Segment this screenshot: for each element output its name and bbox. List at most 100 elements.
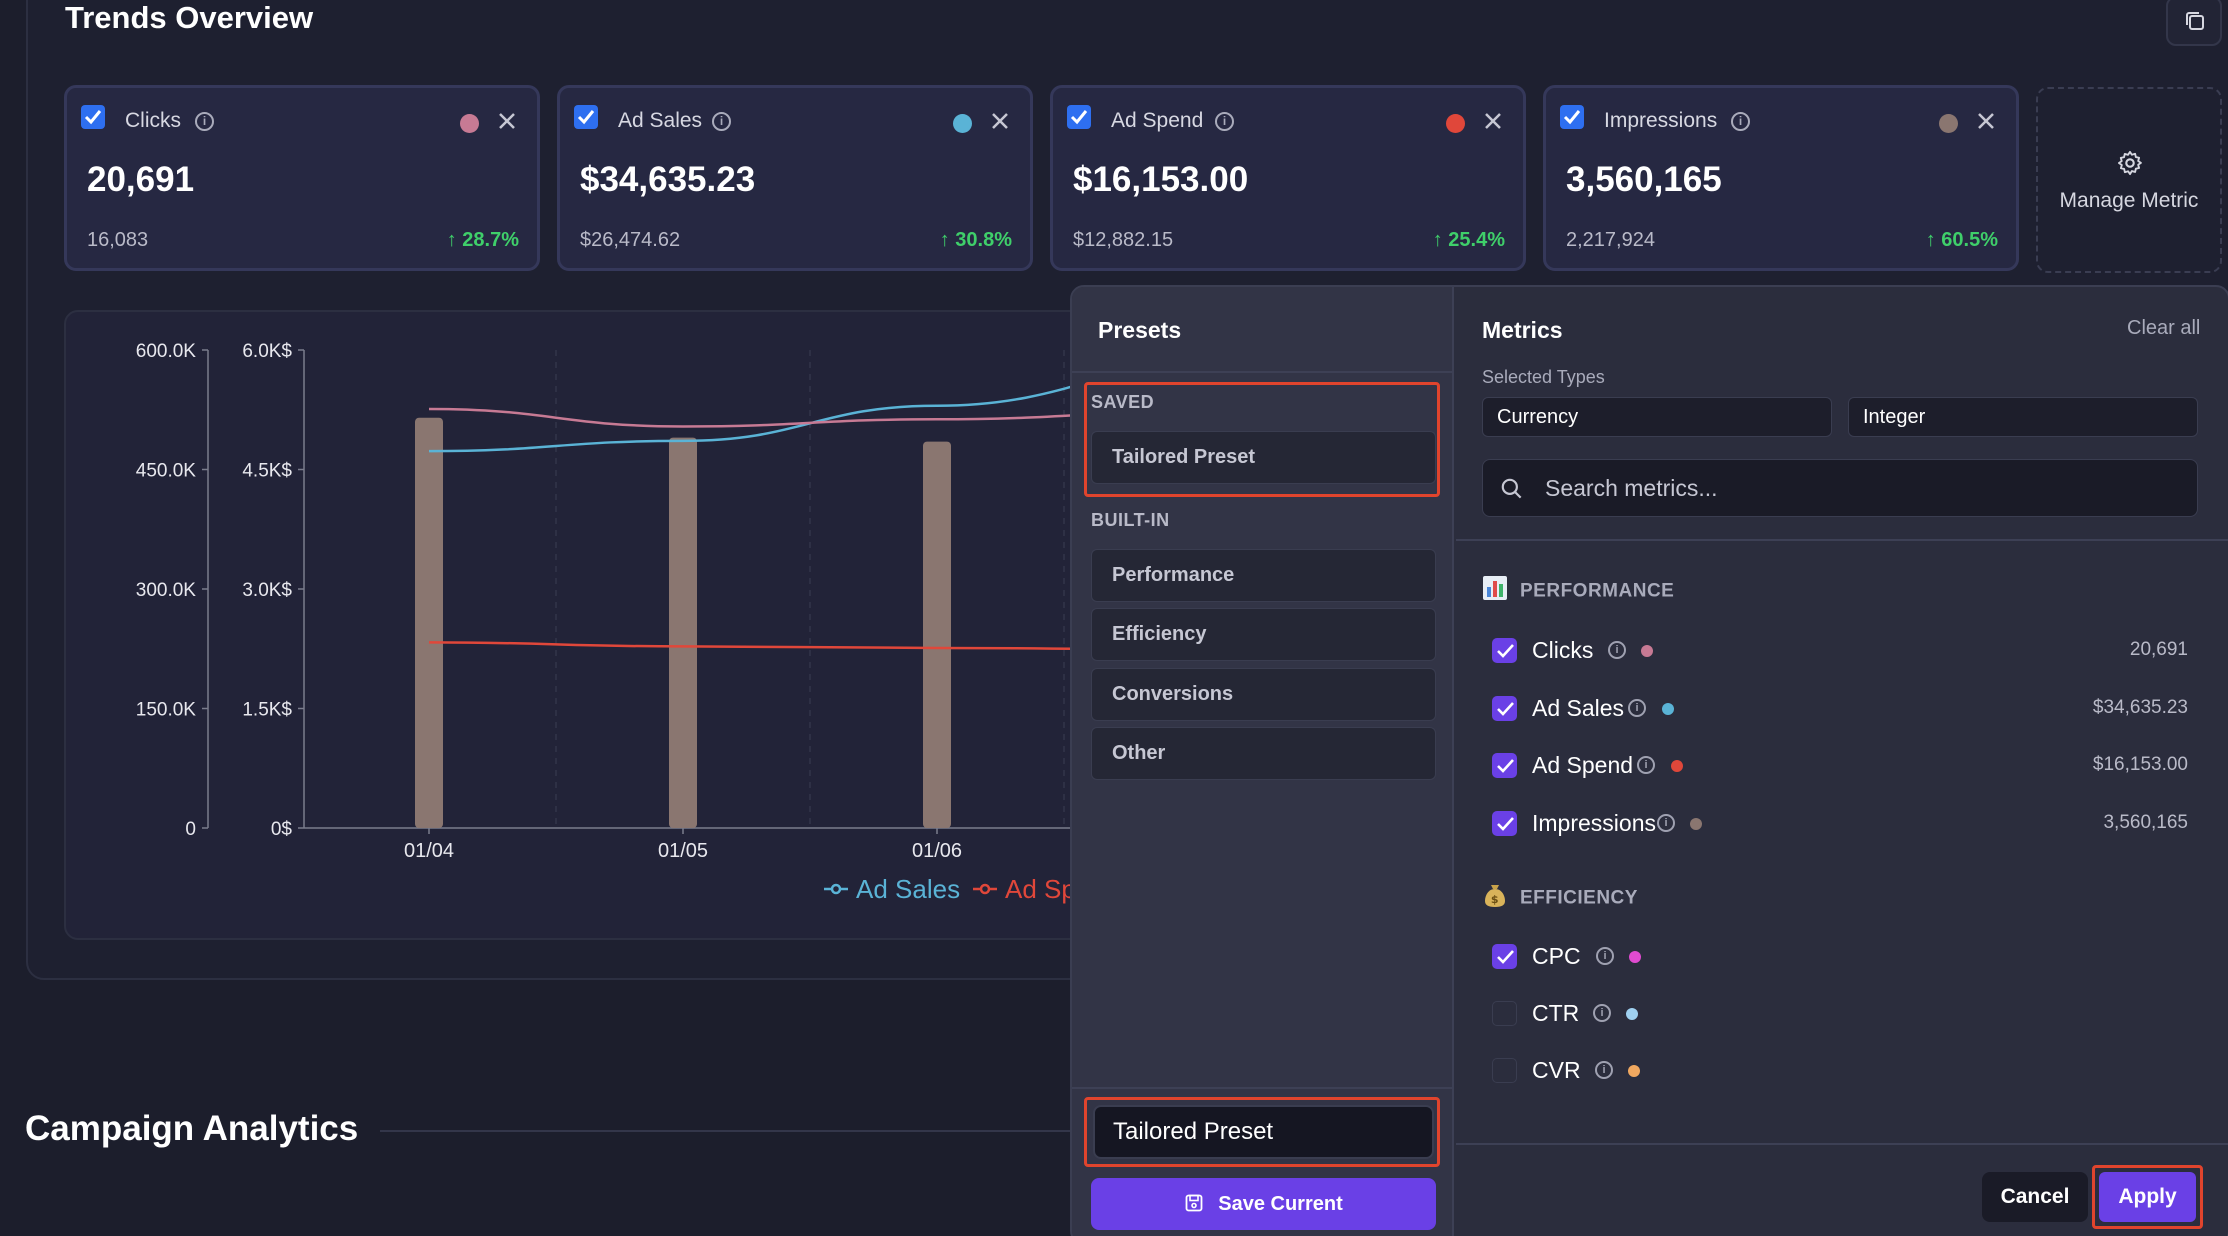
money-bag-icon: $: [1482, 881, 1510, 916]
checkbox[interactable]: [1492, 696, 1517, 721]
cancel-button[interactable]: Cancel: [1982, 1172, 2088, 1222]
page-title: Trends Overview: [65, 0, 314, 35]
metric-name: Impressions: [1532, 810, 1656, 836]
color-dot[interactable]: [1446, 114, 1465, 133]
color-dot: [1626, 1008, 1638, 1020]
info-icon[interactable]: i: [1637, 756, 1655, 774]
preset-name-input[interactable]: [1093, 1105, 1434, 1159]
metric-card-impressions[interactable]: Impressions i 3,560,165 2,217,924 ↑ 60.5…: [1543, 85, 2019, 271]
info-icon[interactable]: i: [1628, 699, 1646, 717]
checkbox[interactable]: [1492, 944, 1517, 969]
info-icon[interactable]: i: [1593, 1004, 1611, 1022]
color-dot: [1690, 818, 1702, 830]
legend-label: Ad Sales: [856, 874, 960, 904]
checkbox[interactable]: [1492, 1001, 1517, 1026]
save-current-label: Save Current: [1218, 1193, 1343, 1215]
metric-row-cpc[interactable]: CPC i: [1482, 936, 2198, 976]
x-tick-label: 01/06: [912, 840, 962, 862]
metric-change: ↑ 25.4%: [1432, 229, 1505, 251]
info-icon[interactable]: i: [1595, 1061, 1613, 1079]
y-left-tick-label: 450.0K: [136, 461, 197, 482]
info-icon[interactable]: i: [1608, 641, 1626, 659]
close-icon[interactable]: [1481, 109, 1505, 133]
metric-row-ad-sales[interactable]: Ad Sales i $34,635.23: [1482, 688, 2198, 728]
group-label: EFFICIENCY: [1520, 887, 1638, 909]
bar-impressions: [923, 441, 951, 828]
metric-row-ctr[interactable]: CTR i: [1482, 993, 2198, 1033]
preset-tailored[interactable]: Tailored Preset: [1091, 431, 1436, 484]
metric-checkbox[interactable]: [574, 105, 598, 129]
info-icon[interactable]: i: [1215, 112, 1234, 131]
bar-impressions: [415, 417, 443, 828]
manage-metrics-modal: Presets SAVED Tailored Preset BUILT-IN P…: [1070, 285, 2228, 1236]
y-left-tick-label: 0: [185, 819, 196, 840]
close-icon[interactable]: [495, 109, 519, 133]
search-input[interactable]: [1545, 460, 2185, 516]
checkbox[interactable]: [1492, 1058, 1517, 1083]
metric-name: CPC: [1532, 943, 1581, 969]
metric-name: Ad Sales: [618, 109, 703, 132]
close-icon[interactable]: [1974, 109, 1998, 133]
metric-row-ad-spend[interactable]: Ad Spend i $16,153.00: [1482, 745, 2198, 785]
checkbox[interactable]: [1492, 638, 1517, 663]
metric-previous: 2,217,924: [1566, 229, 1655, 251]
save-current-button[interactable]: Save Current: [1091, 1178, 1436, 1230]
manage-metric-button[interactable]: Manage Metric: [2036, 87, 2222, 273]
color-dot[interactable]: [460, 114, 479, 133]
save-icon: [1185, 1194, 1203, 1212]
legend-marker: [979, 883, 991, 895]
y-right-tick-label: 0$: [271, 819, 293, 840]
y-right-tick-label: 4.5K$: [242, 461, 292, 482]
metric-checkbox[interactable]: [1067, 105, 1091, 129]
preset-other[interactable]: Other: [1091, 727, 1436, 780]
apply-button[interactable]: Apply: [2099, 1172, 2196, 1222]
metric-card-ad-sales[interactable]: Ad Sales i $34,635.23 $26,474.62 ↑ 30.8%: [557, 85, 1033, 271]
search-icon: [1501, 478, 1522, 499]
checkbox[interactable]: [1492, 811, 1517, 836]
copy-button[interactable]: [2166, 0, 2222, 46]
metric-row-impressions[interactable]: Impressions i 3,560,165: [1482, 803, 2198, 843]
divider: [1072, 371, 1454, 373]
group-efficiency: $ EFFICIENCY: [1482, 881, 1638, 916]
info-icon[interactable]: i: [1657, 814, 1675, 832]
type-chip-currency[interactable]: Currency: [1482, 397, 1832, 437]
manage-metric-label: Manage Metric: [2059, 189, 2199, 212]
metric-row-cvr[interactable]: CVR i: [1482, 1050, 2198, 1090]
preset-conversions[interactable]: Conversions: [1091, 668, 1436, 721]
info-icon[interactable]: i: [1731, 112, 1750, 131]
clear-all-button[interactable]: Clear all: [2127, 317, 2201, 339]
metrics-title: Metrics: [1482, 317, 1563, 343]
campaign-analytics-title: Campaign Analytics: [25, 1109, 359, 1148]
metric-row-clicks[interactable]: Clicks i 20,691: [1482, 630, 2198, 670]
highlight-box: [1084, 1097, 1440, 1167]
color-dot[interactable]: [953, 114, 972, 133]
metric-value: 20,691: [2129, 639, 2188, 660]
type-chip-integer[interactable]: Integer: [1848, 397, 2198, 437]
preset-efficiency[interactable]: Efficiency: [1091, 608, 1436, 661]
presets-panel: Presets SAVED Tailored Preset BUILT-IN P…: [1072, 287, 1454, 1236]
presets-title: Presets: [1098, 317, 1182, 343]
metric-card-ad-spend[interactable]: Ad Spend i $16,153.00 $12,882.15 ↑ 25.4%: [1050, 85, 1526, 271]
highlight-box: [1084, 382, 1440, 497]
metric-card-clicks[interactable]: Clicks i 20,691 16,083 ↑ 28.7%: [64, 85, 540, 271]
info-icon[interactable]: i: [712, 112, 731, 131]
metric-value: $34,635.23: [580, 160, 756, 199]
info-icon[interactable]: i: [1596, 947, 1614, 965]
selected-types-label: Selected Types: [1482, 367, 1605, 387]
metric-checkbox[interactable]: [1560, 105, 1584, 129]
close-icon[interactable]: [988, 109, 1012, 133]
info-icon[interactable]: i: [195, 112, 214, 131]
checkbox[interactable]: [1492, 753, 1517, 778]
metric-previous: 16,083: [87, 229, 149, 251]
color-dot: [1671, 760, 1683, 772]
color-dot[interactable]: [1939, 114, 1958, 133]
metric-name: CTR: [1532, 1000, 1580, 1026]
search-box[interactable]: [1482, 459, 2198, 517]
bar-chart-icon: [1482, 575, 1510, 608]
metric-checkbox[interactable]: [81, 105, 105, 129]
highlight-box: [2092, 1165, 2203, 1229]
metrics-panel: Metrics Clear all Selected Types Currenc…: [1456, 287, 2228, 1236]
metric-previous: $26,474.62: [580, 229, 681, 251]
preset-performance[interactable]: Performance: [1091, 549, 1436, 602]
svg-text:$: $: [1491, 893, 1499, 906]
